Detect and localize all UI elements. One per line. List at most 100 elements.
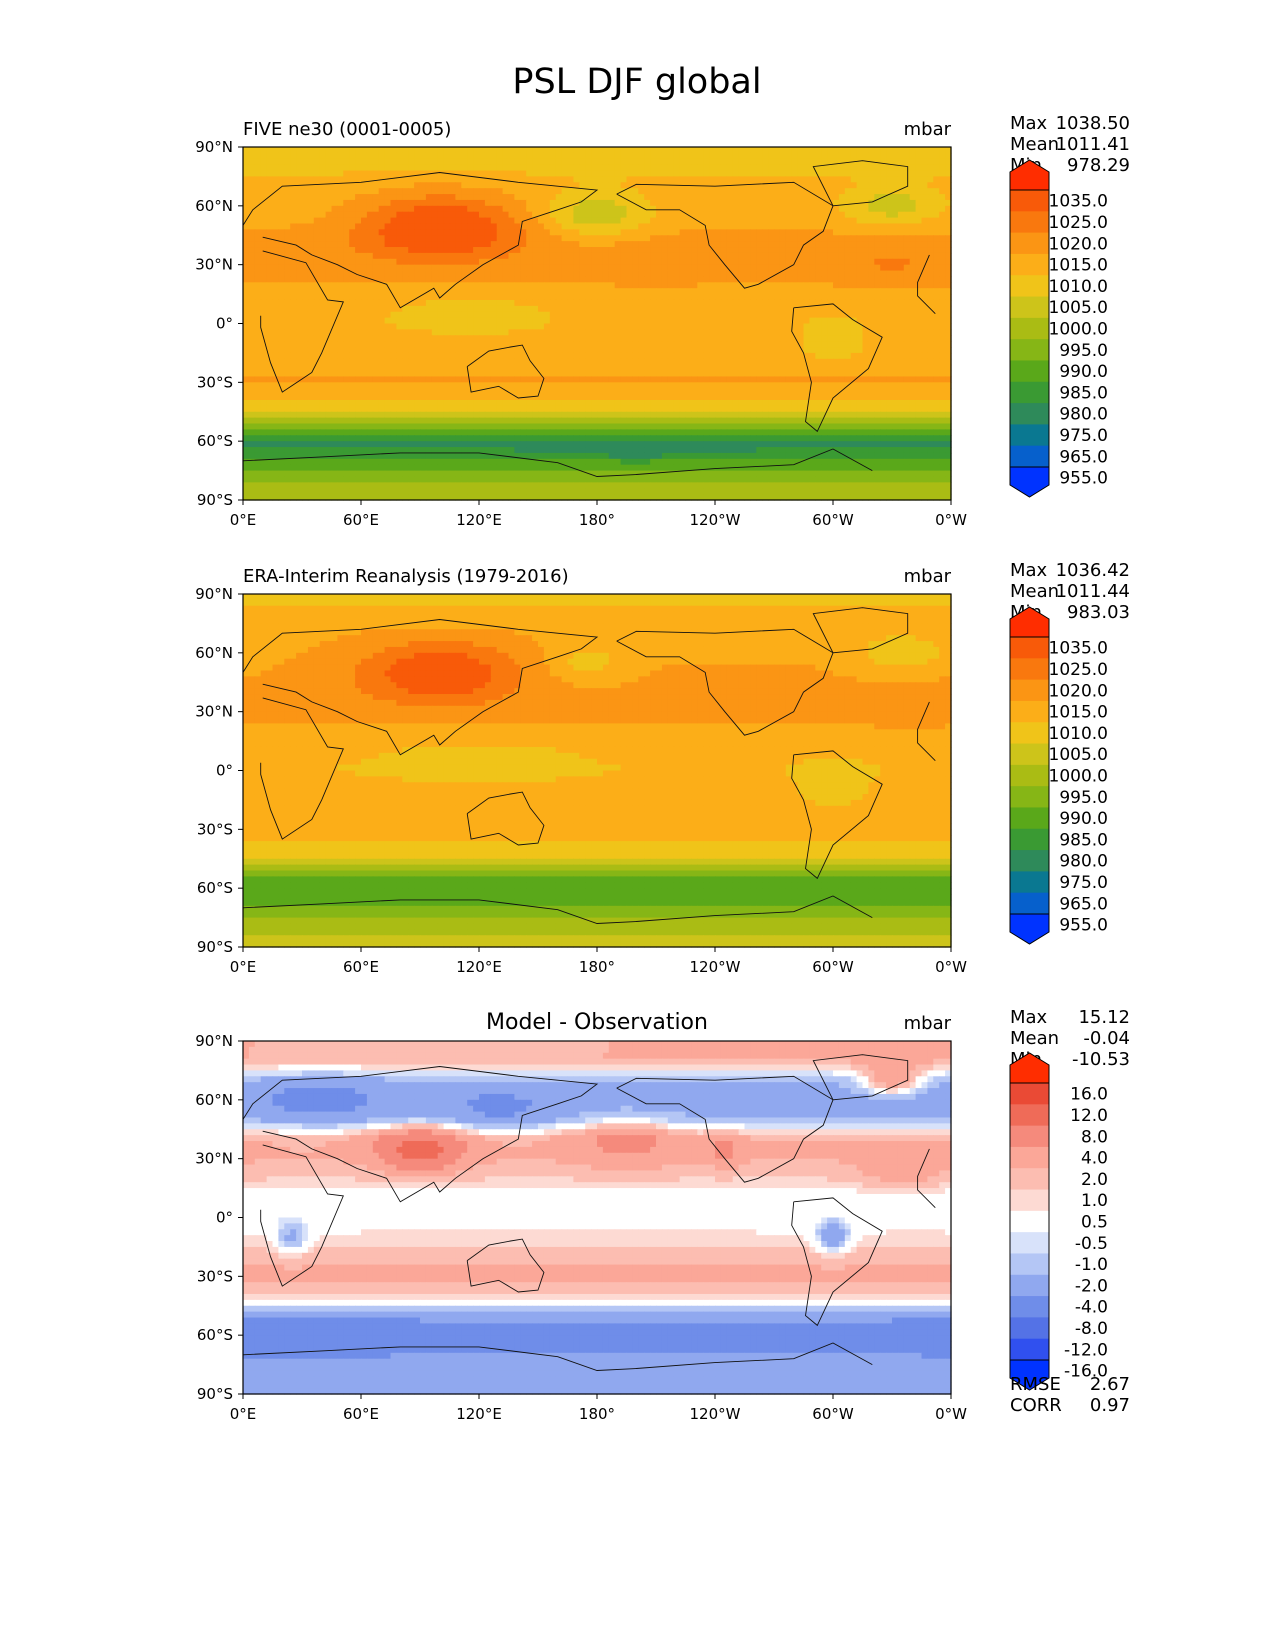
- field-cell: [857, 153, 864, 159]
- field-cell: [573, 147, 580, 153]
- field-cell: [591, 171, 598, 177]
- field-cell: [284, 153, 291, 159]
- field-cell: [591, 200, 598, 206]
- field-cell: [373, 182, 380, 188]
- field-cell: [432, 159, 439, 165]
- field-cell: [284, 206, 291, 212]
- field-cell: [703, 206, 710, 212]
- field-cell: [290, 171, 297, 177]
- field-cell: [568, 212, 575, 218]
- field-cell: [597, 147, 604, 153]
- field-cell: [597, 176, 604, 182]
- field-cell: [839, 165, 846, 171]
- field-cell: [609, 188, 616, 194]
- field-cell: [261, 153, 268, 159]
- field-cell: [609, 194, 616, 200]
- field-cell: [668, 153, 675, 159]
- field-cell: [798, 200, 805, 206]
- field-cell: [674, 212, 681, 218]
- field-cell: [916, 165, 923, 171]
- field-cell: [809, 147, 816, 153]
- field-cell: [868, 182, 875, 188]
- field-cell: [326, 212, 333, 218]
- field-cell: [355, 188, 362, 194]
- field-cell: [756, 176, 763, 182]
- field-cell: [461, 188, 468, 194]
- field-cell: [886, 153, 893, 159]
- field-cell: [933, 165, 940, 171]
- field-cell: [874, 171, 881, 177]
- field-cell: [922, 206, 929, 212]
- field-cell: [432, 212, 439, 218]
- field-cell: [267, 165, 274, 171]
- field-cell: [939, 206, 946, 212]
- field-cell: [821, 153, 828, 159]
- field-cell: [786, 212, 793, 218]
- field-cell: [526, 165, 533, 171]
- field-cell: [933, 147, 940, 153]
- field-cell: [450, 159, 457, 165]
- field-cell: [845, 165, 852, 171]
- field-cell: [739, 188, 746, 194]
- field-cell: [503, 147, 510, 153]
- field-cell: [815, 153, 822, 159]
- field-cell: [809, 176, 816, 182]
- field-cell: [792, 165, 799, 171]
- field-cell: [503, 194, 510, 200]
- field-cell: [485, 165, 492, 171]
- field-cell: [503, 165, 510, 171]
- field-cell: [815, 212, 822, 218]
- field-cell: [939, 176, 946, 182]
- field-cell: [326, 188, 333, 194]
- field-cell: [880, 188, 887, 194]
- field-cell: [898, 153, 905, 159]
- field-cell: [349, 153, 356, 159]
- field-cell: [367, 182, 374, 188]
- field-cell: [249, 153, 256, 159]
- field-cell: [609, 159, 616, 165]
- field-cell: [514, 188, 521, 194]
- field-cell: [750, 153, 757, 159]
- field-cell: [556, 165, 563, 171]
- field-cell: [379, 188, 386, 194]
- field-cell: [910, 194, 917, 200]
- field-cell: [792, 147, 799, 153]
- field-cell: [756, 159, 763, 165]
- field-cell: [727, 200, 734, 206]
- field-cell: [402, 147, 409, 153]
- field-cell: [585, 165, 592, 171]
- field-cell: [745, 176, 752, 182]
- field-cell: [591, 153, 598, 159]
- field-cell: [568, 188, 575, 194]
- field-cell: [750, 188, 757, 194]
- field-cell: [798, 176, 805, 182]
- field-cell: [332, 188, 339, 194]
- field-cell: [261, 182, 268, 188]
- field-cell: [898, 200, 905, 206]
- field-cell: [632, 153, 639, 159]
- field-cell: [367, 176, 374, 182]
- field-cell: [467, 194, 474, 200]
- field-cell: [332, 194, 339, 200]
- field-cell: [432, 188, 439, 194]
- field-cell: [774, 165, 781, 171]
- field-cell: [544, 206, 551, 212]
- field-cell: [243, 153, 250, 159]
- field-cell: [302, 212, 309, 218]
- field-cell: [650, 147, 657, 153]
- field-cell: [851, 194, 858, 200]
- field-cell: [426, 206, 433, 212]
- field-cell: [904, 194, 911, 200]
- field-cell: [326, 200, 333, 206]
- field-cell: [697, 153, 704, 159]
- field-cell: [579, 159, 586, 165]
- field-cell: [320, 182, 327, 188]
- field-cell: [874, 176, 881, 182]
- field-cell: [396, 171, 403, 177]
- field-cell: [420, 194, 427, 200]
- field-cell: [927, 171, 934, 177]
- field-cell: [892, 194, 899, 200]
- field-cell: [444, 182, 451, 188]
- field-cell: [609, 182, 616, 188]
- field-cell: [573, 176, 580, 182]
